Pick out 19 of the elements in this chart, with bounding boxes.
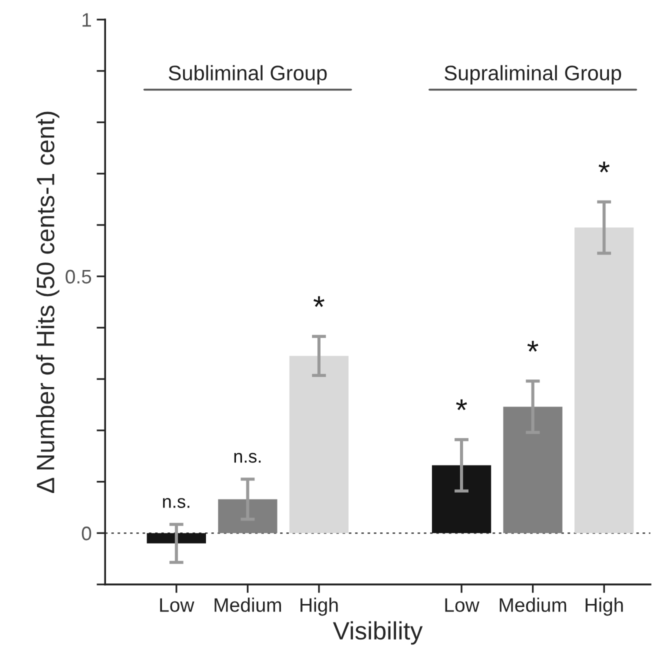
annotation: n.s. [163,498,190,508]
annotation: n.s. [234,452,261,463]
x-tick-label: Low [160,598,194,612]
annotation: * [456,399,467,410]
x-tick-label: Low [445,598,480,612]
y-tick-label: 0.5 [66,270,92,284]
x-tick-label: High [586,598,623,616]
x-tick-label: Medium [214,598,281,612]
x-axis-title: Visibility [332,621,423,645]
annotation: * [527,340,538,352]
annotation: Supraliminal Group [444,65,622,85]
annotation: * [314,296,324,307]
x-tick-label: High [300,598,338,616]
annotation: Subliminal Group [168,65,327,85]
y-axis-title: Δ Number of Hits (50 cents-1 cent) [36,112,60,494]
y-tick-label: 0 [82,526,92,540]
x-tick-label: Medium [500,598,566,612]
y-tick-label: 1 [82,13,91,27]
annotation: * [598,162,610,172]
